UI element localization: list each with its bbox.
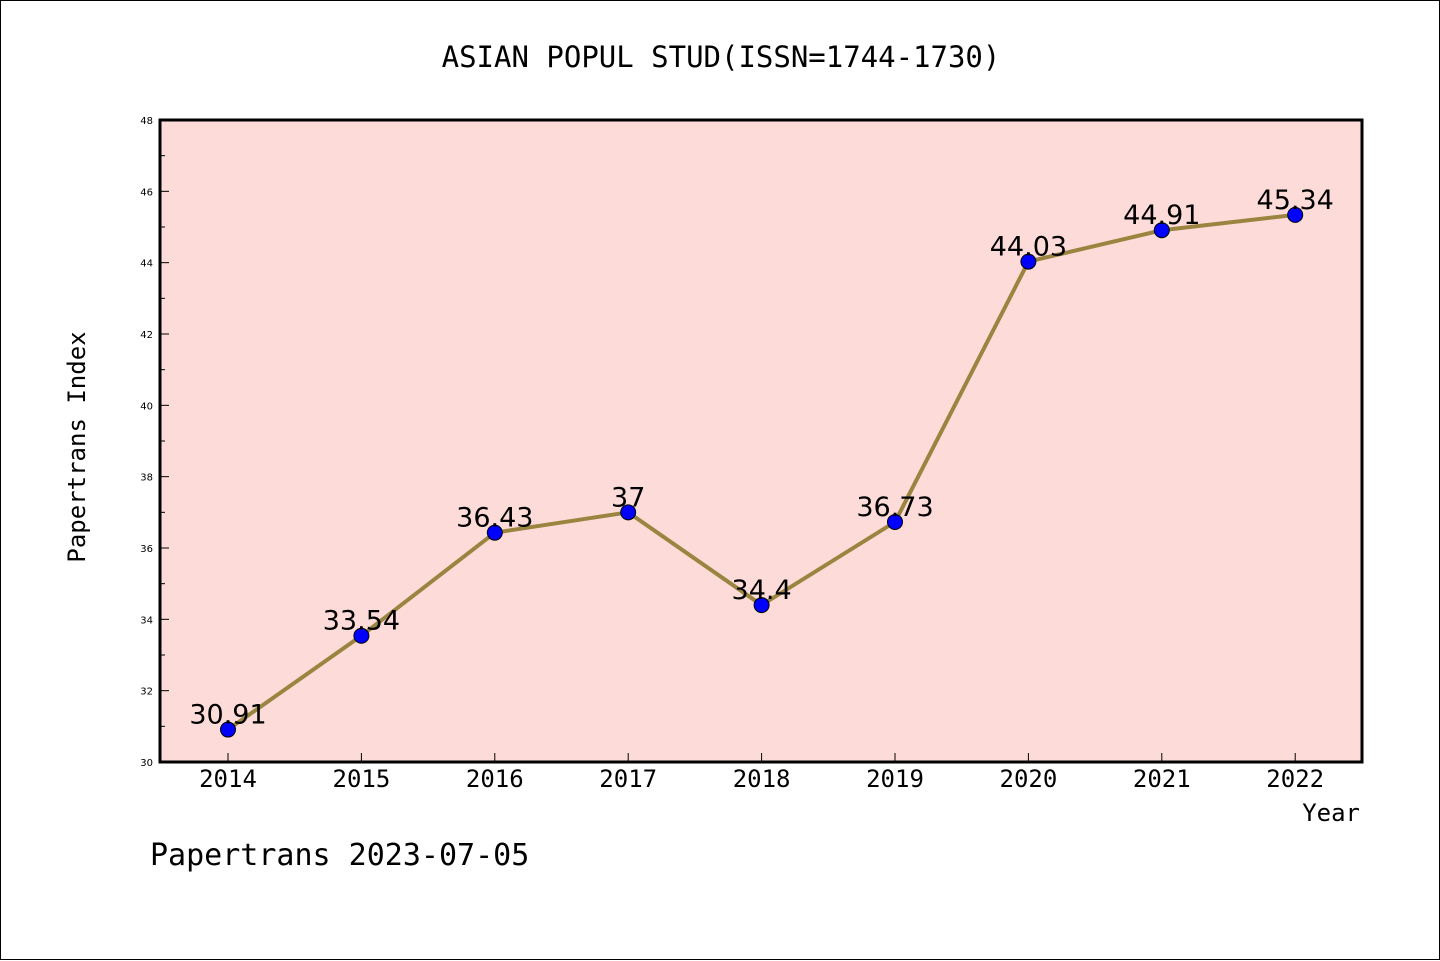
x-tick-label: 2020 xyxy=(1000,765,1058,793)
y-tick-label: 44 xyxy=(140,259,153,270)
y-tick-label: 38 xyxy=(140,473,153,484)
footer-stamp: Papertrans 2023-07-05 xyxy=(150,838,529,873)
data-label: 45.34 xyxy=(1257,185,1334,216)
data-point xyxy=(753,597,770,614)
data-label: 44.03 xyxy=(990,232,1067,263)
y-tick-label: 32 xyxy=(140,687,153,698)
y-axis: 30 32 34 36 38 40 42 44 46 48 xyxy=(140,116,169,769)
data-point xyxy=(620,504,637,521)
data-point xyxy=(1287,206,1304,223)
x-axis: 2014 2015 2016 2017 2018 2019 2020 2021 2022 xyxy=(199,753,1324,793)
y-tick-label: 48 xyxy=(140,116,153,127)
y-tick-label: 34 xyxy=(140,615,153,626)
y-tick-label: 42 xyxy=(140,330,153,341)
x-tick-label: 2015 xyxy=(333,765,391,793)
x-tick-label: 2017 xyxy=(599,765,657,793)
x-tick-label: 2016 xyxy=(466,765,524,793)
data-label: 33.54 xyxy=(323,606,400,637)
data-point xyxy=(486,524,503,541)
x-tick-label: 2021 xyxy=(1133,765,1191,793)
data-point xyxy=(1020,253,1037,270)
x-axis-label: Year xyxy=(1302,799,1360,827)
data-label: 30.91 xyxy=(189,700,266,731)
y-tick-label: 46 xyxy=(140,187,153,198)
data-label: 34.4 xyxy=(732,575,792,606)
data-point xyxy=(1153,222,1170,239)
data-label: 44.91 xyxy=(1123,200,1200,231)
y-axis-label: Papertrans Index xyxy=(63,331,91,562)
data-point xyxy=(887,513,903,530)
series-group: 30.91 33.54 36.43 37 34.4 36.73 44.03 44.91 45.3… xyxy=(189,185,1334,738)
chart-title: ASIAN POPUL STUD(ISSN=1744-1730) xyxy=(442,40,1001,74)
x-tick-label: 2014 xyxy=(199,765,257,793)
x-tick-label: 2019 xyxy=(866,765,924,793)
y-tick-label: 30 xyxy=(140,758,153,769)
data-label: 36.73 xyxy=(856,492,933,523)
data-label: 37 xyxy=(611,482,645,513)
y-tick-label: 40 xyxy=(140,401,153,412)
data-point xyxy=(220,721,236,738)
data-point xyxy=(353,627,370,644)
x-tick-label: 2022 xyxy=(1266,765,1324,793)
data-label: 36.43 xyxy=(456,503,533,534)
x-tick-label: 2018 xyxy=(733,765,791,793)
y-tick-label: 36 xyxy=(140,544,153,555)
